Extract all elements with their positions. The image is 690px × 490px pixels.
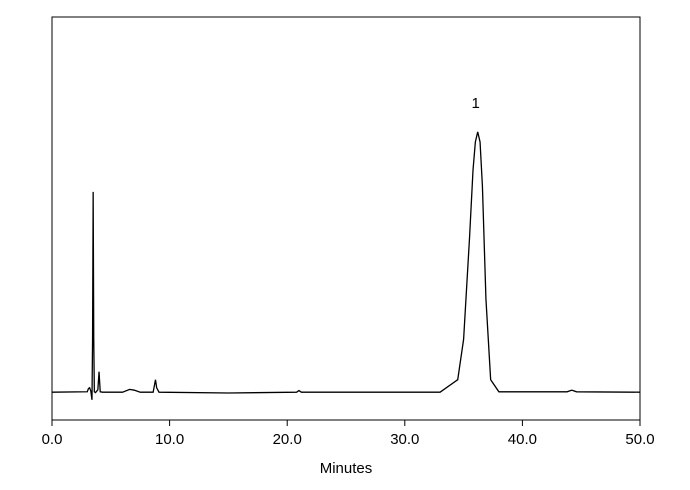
x-tick-label: 0.0 (42, 431, 63, 448)
x-tick-label: 10.0 (155, 431, 184, 448)
peak-annotation: 1 (472, 95, 480, 112)
chromatogram-line (51, 131, 641, 400)
x-tick-label: 50.0 (625, 431, 654, 448)
x-axis-label: Minutes (320, 460, 373, 477)
x-tick-label: 40.0 (508, 431, 537, 448)
x-tick-label: 20.0 (273, 431, 302, 448)
x-tick-label: 30.0 (390, 431, 419, 448)
plot-frame (51, 16, 641, 421)
